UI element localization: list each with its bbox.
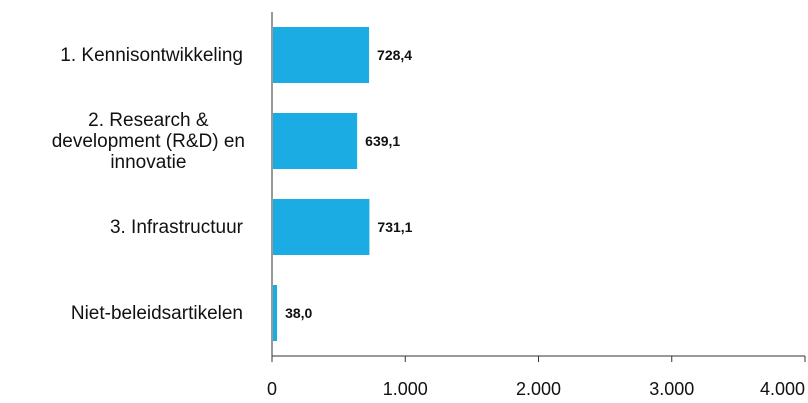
value-labels: 728,4 639,1 731,1 38,0 bbox=[285, 47, 413, 321]
x-tick-label: 2.000 bbox=[516, 379, 561, 399]
x-tick-label: 0 bbox=[267, 379, 277, 399]
x-tick-label: 4.000 bbox=[760, 379, 805, 399]
bar bbox=[273, 199, 370, 255]
category-label: 1. Kennisontwikkeling bbox=[60, 45, 243, 66]
category-label: Niet-beleidsartikelen bbox=[71, 303, 243, 324]
bar bbox=[273, 113, 358, 169]
bar bbox=[273, 285, 278, 341]
bars-group bbox=[273, 27, 370, 341]
x-tick-label: 3.000 bbox=[649, 379, 694, 399]
value-label: 38,0 bbox=[285, 305, 312, 321]
category-labels: 1. Kennisontwikkeling 2. Research & develo… bbox=[52, 45, 245, 324]
x-ticks-group: 0 1.000 2.000 3.000 4.000 bbox=[267, 356, 806, 399]
bar bbox=[273, 27, 370, 83]
category-label: 2. Research & development (R&D) en innovat… bbox=[52, 110, 245, 173]
value-label: 731,1 bbox=[377, 219, 412, 235]
value-label: 728,4 bbox=[377, 47, 412, 63]
x-tick-label: 1.000 bbox=[383, 379, 428, 399]
category-label: 3. Infrastructuur bbox=[110, 217, 244, 238]
value-label: 639,1 bbox=[365, 133, 400, 149]
